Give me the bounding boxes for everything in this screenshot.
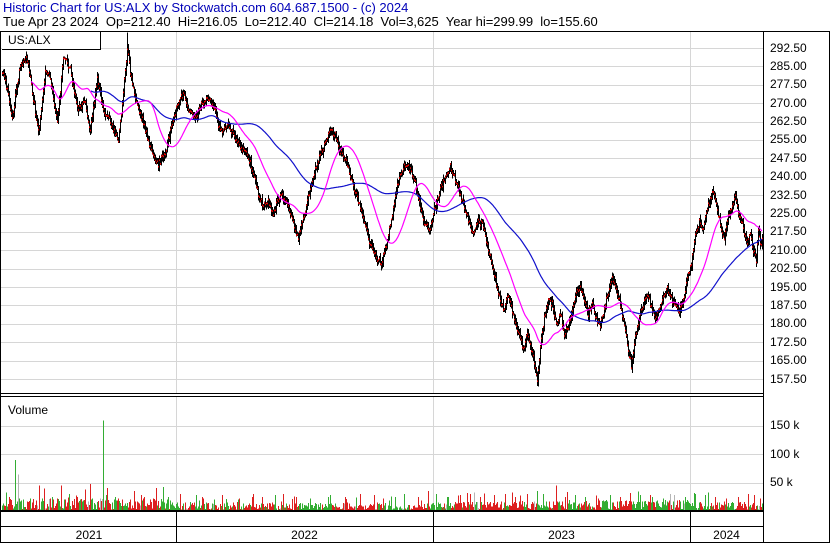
price-tick-label: 232.50	[770, 187, 807, 202]
year-label: 2021	[75, 528, 103, 542]
price-tick-label: 285.00	[770, 58, 807, 73]
price-tick-label: 165.00	[770, 353, 807, 368]
volume-panel-label: Volume	[8, 403, 49, 417]
price-tick-label: 157.50	[770, 371, 807, 386]
price-tick-label: 210.00	[770, 242, 807, 257]
volume-tick-label: 150 k	[770, 418, 800, 433]
price-tick-label: 180.00	[770, 316, 807, 331]
quote-summary-line: Tue Apr 23 2024 Op=212.40 Hi=216.05 Lo=2…	[3, 14, 598, 29]
price-tick-label: 277.50	[770, 77, 807, 92]
year-label: 2024	[713, 528, 740, 542]
volume-tick-label: 100 k	[770, 446, 800, 461]
price-tick-label: 225.00	[770, 206, 807, 220]
price-tick-label: 217.50	[770, 224, 807, 239]
price-tick-label: 240.00	[770, 169, 807, 184]
price-tick-label: 255.00	[770, 132, 807, 147]
year-label: 2023	[548, 528, 575, 542]
price-tick-label: 172.50	[770, 334, 807, 349]
price-tick-label: 247.50	[770, 150, 807, 165]
price-tick-label: 195.00	[770, 279, 807, 294]
price-tick-label: 202.50	[770, 261, 807, 276]
year-label: 2022	[291, 528, 318, 542]
volume-tick-label: 50 k	[770, 475, 793, 490]
chart-title: Historic Chart for US:ALX by Stockwatch.…	[3, 0, 409, 15]
symbol-label: US:ALX	[2, 32, 101, 50]
price-tick-label: 262.50	[770, 114, 807, 129]
price-tick-label: 270.00	[770, 95, 807, 110]
price-tick-label: 292.50	[770, 40, 807, 55]
price-tick-label: 187.50	[770, 297, 807, 312]
